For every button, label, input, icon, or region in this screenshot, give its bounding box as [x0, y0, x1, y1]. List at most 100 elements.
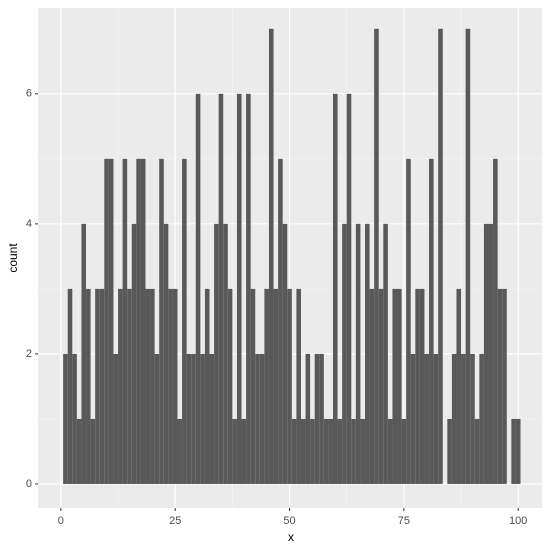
bar — [493, 158, 498, 484]
bar — [118, 288, 123, 484]
bar — [488, 223, 494, 484]
bar — [369, 288, 375, 484]
bar — [365, 223, 370, 484]
bar — [159, 158, 164, 484]
bar — [305, 353, 311, 484]
x-tick-label: 50 — [283, 515, 295, 527]
bar — [145, 288, 151, 484]
bar — [232, 418, 237, 484]
bar — [406, 158, 411, 484]
bar — [291, 418, 297, 484]
bar — [337, 418, 343, 484]
bar — [410, 353, 416, 484]
bar — [346, 93, 352, 484]
bar — [300, 418, 306, 484]
bar — [227, 288, 233, 484]
bar — [374, 28, 379, 484]
bar — [172, 288, 178, 484]
bar — [483, 223, 489, 484]
bar — [332, 93, 338, 484]
y-tick-label: 4 — [26, 218, 32, 230]
bar — [310, 418, 315, 484]
bar — [90, 418, 96, 484]
x-tick-label: 75 — [398, 515, 410, 527]
bar — [131, 223, 137, 484]
bar — [177, 418, 183, 484]
bar — [140, 158, 146, 484]
bar — [186, 353, 192, 484]
bar — [447, 418, 452, 484]
bar — [86, 288, 91, 484]
bar — [218, 93, 224, 484]
bar — [433, 353, 439, 484]
bar — [268, 28, 274, 484]
bar — [108, 158, 114, 484]
bar — [72, 353, 77, 484]
bar — [323, 418, 329, 484]
y-tick-label: 0 — [26, 478, 32, 490]
bar — [355, 223, 361, 484]
bar — [378, 288, 384, 484]
x-tick-label: 100 — [509, 515, 527, 527]
bar — [502, 288, 507, 484]
y-tick-label: 6 — [26, 88, 32, 100]
bar — [319, 353, 324, 484]
bar — [415, 288, 420, 484]
bar — [438, 28, 443, 484]
bar — [465, 28, 471, 484]
bar — [63, 353, 68, 484]
bar — [214, 223, 219, 484]
bar — [259, 353, 265, 484]
bar — [150, 288, 155, 484]
x-tick-label: 25 — [169, 515, 181, 527]
bar — [424, 353, 430, 484]
bar — [351, 418, 356, 484]
bar — [429, 158, 434, 484]
bar — [511, 418, 516, 484]
bar — [328, 418, 333, 484]
bar — [342, 223, 347, 484]
bar — [195, 93, 201, 484]
bar — [474, 418, 480, 484]
bar — [461, 353, 466, 484]
bar — [67, 288, 73, 484]
bar — [273, 288, 279, 484]
bar — [246, 93, 251, 484]
bar — [397, 288, 402, 484]
bar — [250, 288, 256, 484]
bar — [456, 288, 462, 484]
bar — [104, 158, 109, 484]
bar — [451, 353, 457, 484]
bar — [99, 288, 105, 484]
bar — [204, 288, 210, 484]
y-axis-label: count — [6, 243, 20, 273]
bar — [296, 288, 301, 484]
bar — [95, 288, 100, 484]
bar — [470, 353, 475, 484]
bar — [209, 353, 215, 484]
bar — [419, 288, 425, 484]
bar — [479, 353, 484, 484]
bar — [182, 158, 187, 484]
bar — [287, 288, 292, 484]
bar — [401, 418, 407, 484]
bar — [241, 418, 247, 484]
bar — [360, 418, 366, 484]
bar — [136, 158, 141, 484]
bar — [191, 353, 196, 484]
bar — [81, 223, 87, 484]
bar — [392, 288, 398, 484]
bar — [282, 223, 288, 484]
bar — [497, 288, 503, 484]
bar — [387, 418, 393, 484]
x-axis-label: x — [288, 530, 294, 544]
bar — [127, 288, 132, 484]
bar — [264, 288, 269, 484]
bar — [163, 223, 169, 484]
bar — [76, 418, 82, 484]
bar — [255, 353, 260, 484]
y-tick-label: 2 — [26, 348, 32, 360]
bar — [223, 223, 228, 484]
bar — [314, 353, 320, 484]
